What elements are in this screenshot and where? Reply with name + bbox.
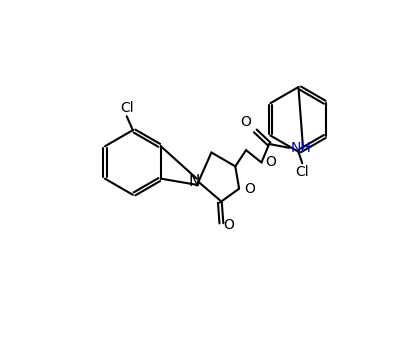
- Text: O: O: [224, 218, 235, 232]
- Text: NH: NH: [291, 141, 311, 155]
- Text: Cl: Cl: [295, 165, 309, 179]
- Text: O: O: [244, 182, 255, 196]
- Text: O: O: [265, 155, 276, 169]
- Text: O: O: [241, 115, 251, 129]
- Text: N: N: [189, 174, 200, 189]
- Text: Cl: Cl: [120, 101, 133, 115]
